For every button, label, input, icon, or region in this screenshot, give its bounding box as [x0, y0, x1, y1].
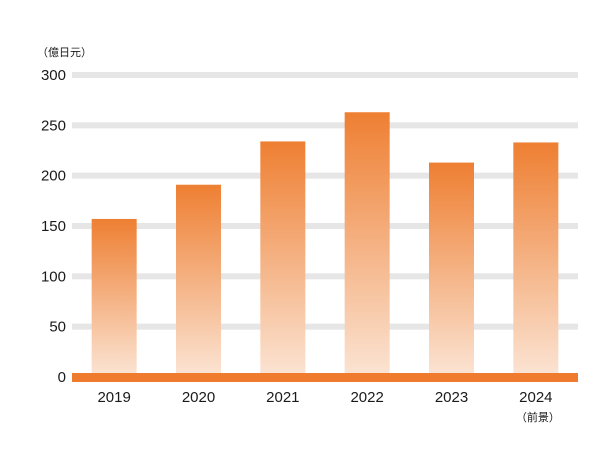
gridline [72, 323, 578, 330]
x-tick-label: 2021 [266, 389, 299, 406]
gridline [72, 273, 578, 280]
gridline [72, 223, 578, 229]
gridline [72, 72, 578, 78]
y-tick-label: 50 [49, 319, 66, 336]
y-axis-unit-label: （億日元） [37, 46, 92, 59]
x-tick-label: 2023 [435, 389, 468, 406]
y-tick-label: 250 [41, 117, 66, 134]
x-tick-label: 2020 [182, 389, 215, 406]
x-tick-label: 2024 [519, 389, 552, 406]
bar-2021 [260, 141, 306, 374]
x-axis-baseline [72, 373, 578, 382]
gridline [72, 122, 578, 129]
y-axis-tick-labels: 0 50 100 150 200 250 300 [41, 67, 66, 386]
bar-2020 [176, 184, 221, 374]
bar-2022 [344, 112, 390, 374]
bar-2023 [429, 162, 474, 374]
x-tick-label: 2022 [350, 389, 383, 406]
gridline [72, 172, 578, 179]
baseline-bar [72, 373, 578, 382]
x-axis-tick-labels: 2019 2020 2021 2022 2023 2024 （前景） [97, 389, 559, 424]
x-tick-note: （前景） [516, 410, 560, 424]
y-tick-label: 200 [41, 168, 66, 185]
x-tick-label: 2019 [97, 389, 130, 406]
bar-2019 [91, 218, 137, 374]
bars [91, 112, 559, 374]
bar-2024 [513, 142, 559, 374]
y-tick-label: 100 [41, 268, 66, 285]
y-tick-label: 300 [41, 67, 66, 84]
y-tick-label: 150 [41, 218, 66, 235]
gridlines [72, 72, 578, 330]
y-tick-label: 0 [58, 369, 66, 386]
